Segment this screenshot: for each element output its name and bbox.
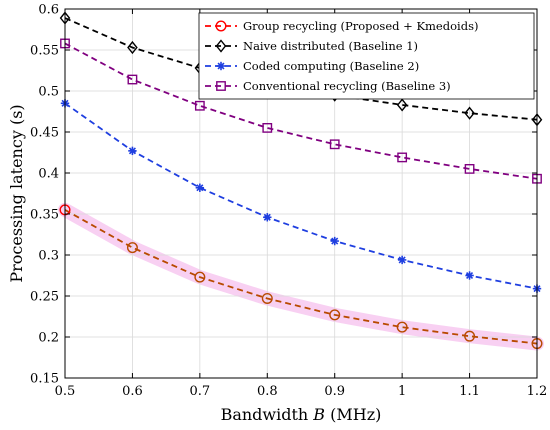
data-point [465,271,474,280]
axis-ticks: 0.5 0.6 0.7 0.8 0.9 1 1.1 1.2 0.15 0.2 0.25 0.3 0.35… [30,3,547,400]
x-tick-label: 0.7 [190,384,211,399]
legend-entry: Conventional recycling (Baseline 3) [205,79,451,93]
x-tick-label: 1.2 [527,384,548,399]
data-point [397,255,407,265]
data-point [194,271,206,283]
legend-entry: Group recycling (Proposed + Kmedoids) [205,19,478,33]
data-point [127,74,138,85]
data-point [262,122,273,133]
plot-frame [64,8,538,379]
data-point [464,330,476,342]
data-point [330,236,339,246]
data-point [263,213,272,222]
data-point [396,321,408,333]
series-1 [59,204,543,350]
y-tick-label: 0.3 [38,249,59,264]
highlight-band [58,202,544,351]
data-point [464,163,475,174]
data-point [127,40,138,55]
x-axis-label-prefix: Bandwidth [221,405,314,424]
data-point [329,309,341,321]
y-tick-label: 0.4 [38,167,59,182]
x-axis-label-variable: B [312,405,325,424]
legend-entry: Coded computing (Baseline 2) [205,59,419,73]
y-tick-label: 0.6 [38,3,59,18]
series-group [59,11,543,350]
x-axis-label-suffix: (MHz) [325,405,381,424]
series-line [64,42,538,180]
x-axis-label: Bandwidth B (MHz) [221,405,382,424]
data-point [329,139,340,150]
y-tick-label: 0.5 [38,85,59,100]
y-tick-label: 0.55 [30,44,59,59]
data-point [195,183,205,192]
y-tick-label: 0.25 [30,290,59,305]
series-3 [60,99,542,293]
y-tick-label: 0.2 [38,331,59,346]
series-line [64,17,538,121]
legend-label: Group recycling (Proposed + Kmedoids) [243,19,478,33]
legend-label: Conventional recycling (Baseline 3) [243,79,451,93]
x-tick-label: 0.6 [122,384,143,399]
y-tick-label: 0.15 [30,372,59,387]
series-4 [60,38,542,184]
legend-label: Naive distributed (Baseline 1) [243,39,418,53]
legend-marker [215,20,227,32]
legend-marker [216,61,226,71]
legend-marker [215,39,227,53]
legend-entry: Naive distributed (Baseline 1) [205,39,418,53]
x-tick-label: 0.5 [55,384,76,399]
x-tick-label: 0.8 [257,384,278,399]
highlight-band-path [58,202,544,351]
series-line [64,209,538,345]
data-point [464,106,475,120]
data-point [397,152,408,163]
x-tick-label: 1.1 [459,384,480,399]
y-tick-label: 0.35 [30,208,59,223]
x-tick-label: 1 [398,384,406,399]
legend: Group recycling (Proposed + Kmedoids) Nai… [198,12,535,100]
data-point [194,100,205,111]
data-point [261,292,273,304]
data-point [128,146,137,156]
legend-marker [216,81,226,91]
legend-label: Coded computing (Baseline 2) [243,59,419,73]
y-tick-label: 0.45 [30,126,59,141]
y-axis-label: Processing latency (s) [7,104,26,282]
series-line [64,102,538,290]
x-tick-label: 0.9 [324,384,345,399]
data-point [126,242,138,254]
legend-box [198,12,535,100]
data-point [396,98,408,112]
